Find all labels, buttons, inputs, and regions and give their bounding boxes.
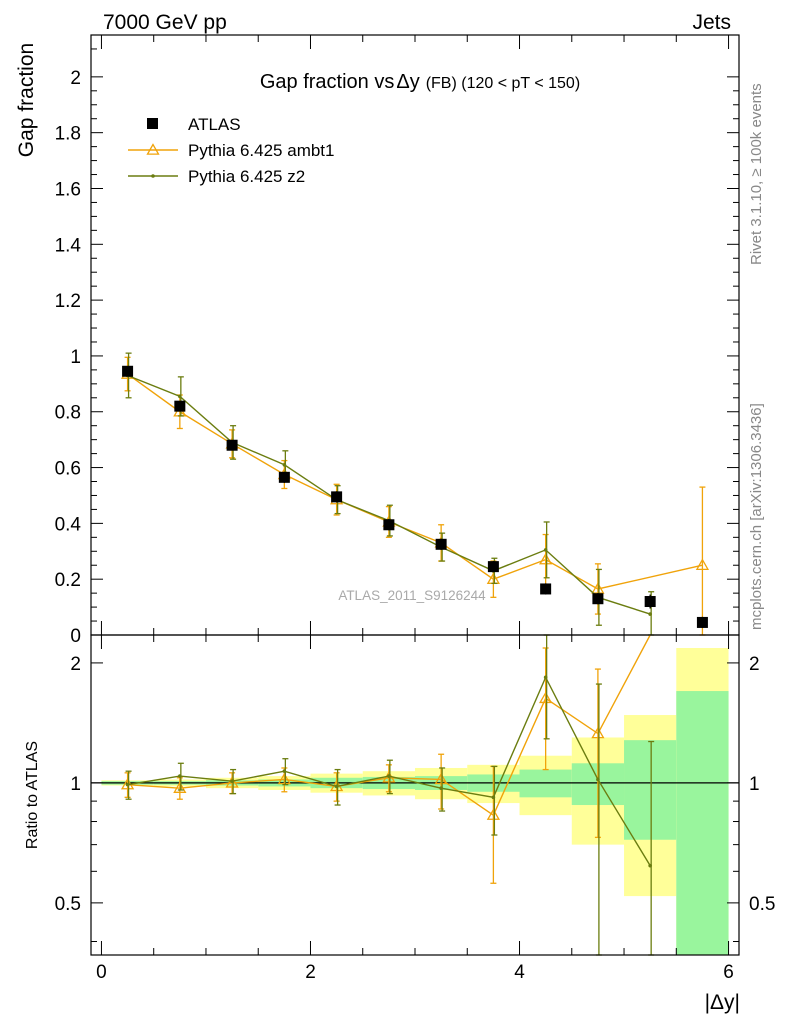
atlas-point: [696, 616, 708, 628]
legend-z2-marker: [151, 174, 155, 178]
ratio-z2-point: [387, 774, 391, 778]
ratio-marks: [120, 634, 655, 956]
header-right: Jets: [692, 11, 731, 34]
main-ytick-label: 1.2: [55, 291, 81, 312]
main-ytick-label: 1.6: [55, 179, 81, 200]
ratio-z2-point: [282, 769, 287, 773]
main-ytick-label: 1.8: [55, 124, 81, 145]
ratio-z2-point: [648, 863, 652, 868]
main-ytick-label: 1: [70, 347, 81, 368]
legend: ATLAS Pythia 6.425 ambt1 Pythia 6.425 z2: [128, 115, 334, 186]
watermark: ATLAS_2011_S9126244: [338, 588, 486, 603]
ratio-ytick-label: 1: [70, 774, 81, 795]
main-ytick-label: 0.6: [55, 459, 81, 480]
x-ticks: 0 2 4 6: [96, 35, 734, 983]
z2-point: [543, 548, 548, 552]
x-tick-label: 0: [96, 962, 107, 983]
ratio-z2-point: [230, 779, 234, 783]
atlas-point: [278, 471, 290, 483]
ratio-y-ticks: 0.5 0.5 1 1 2 2: [55, 654, 775, 943]
z2-point: [178, 394, 182, 399]
ratio-ambt1-point: [434, 772, 448, 785]
ratio-ytick-label-right: 1: [749, 774, 760, 795]
atlas-point: [226, 439, 238, 451]
atlas-point: [174, 400, 186, 412]
ratio-z2-point: [543, 675, 548, 680]
ratio-z2-point: [439, 786, 443, 790]
z2-line: [127, 374, 651, 615]
plot-title: Gap fraction vs Δy (FB) (120 < pT < 150): [260, 71, 580, 93]
ratio-ambt1-point: [277, 772, 291, 785]
ratio-ytick-label: 0.5: [55, 894, 81, 915]
ratio-ytick-label-right: 0.5: [749, 894, 775, 915]
atlas-point: [487, 561, 499, 573]
atlas-point: [540, 583, 552, 595]
ratio-ambt1-point: [173, 781, 187, 793]
ratio-z2-point: [334, 784, 339, 789]
ratio-ytick-label-right: 2: [749, 654, 760, 675]
x-axis-label: |Δy|: [705, 991, 740, 1014]
ratio-ytick-label: 2: [70, 654, 81, 675]
x-tick-label: 4: [514, 962, 525, 983]
title-delta: Δy: [396, 71, 419, 93]
title-main: Gap fraction vs: [260, 71, 395, 93]
stat-uncertainty-band: [676, 691, 729, 955]
atlas-point: [644, 596, 656, 608]
legend-label: Pythia 6.425 ambt1: [188, 141, 334, 160]
stat-uncertainty-band: [624, 740, 677, 840]
main-ytick-label: 0.2: [55, 570, 81, 591]
main-ytick-label: 0.4: [55, 514, 82, 535]
z2-point: [282, 462, 287, 467]
legend-label: ATLAS: [188, 115, 241, 134]
ambt1-line: [127, 373, 703, 590]
main-ytick-label: 2: [70, 68, 81, 89]
main-ytick-label: 1.4: [55, 235, 82, 256]
main-ytick-label: 0: [70, 626, 81, 647]
x-tick-label: 2: [305, 962, 316, 983]
ratio-z2-point: [178, 774, 182, 778]
atlas-point: [383, 519, 395, 531]
legend-ambt1-marker: [146, 143, 160, 155]
ratio-y-label: Ratio to ATLAS: [24, 741, 41, 849]
ratio-bands: [91, 647, 739, 955]
x-tick-label: 6: [723, 962, 734, 983]
ambt1-point: [695, 558, 710, 571]
main-y-label: Gap fraction: [15, 43, 38, 157]
ratio-ambt1-point: [486, 808, 501, 820]
atlas-point: [122, 365, 134, 377]
title-sub: (FB) (120 < pT < 150): [426, 75, 580, 92]
ratio-z2-point: [596, 777, 600, 782]
header-left: 7000 GeV pp: [103, 11, 227, 34]
atlas-point: [331, 491, 343, 503]
mcplots-label: mcplots.cern.ch [arXiv:1306.3436]: [748, 403, 765, 630]
main-ytick-label: 0.8: [55, 403, 81, 424]
main-y-ticks: 0 0.2 0.4 0.6 0.8 1 1.2 1.4 1.6 1.8 2: [55, 48, 739, 647]
ratio-panel: 0.5 0.5 1 1 2 2 0 2 4 6 Ratio to ATLAS |Δy|: [24, 35, 775, 1014]
atlas-point: [592, 593, 604, 605]
main-marks: [120, 352, 710, 636]
ratio-ambt1-point: [539, 691, 553, 704]
ratio-z2-point: [491, 795, 496, 800]
ambt1-point: [539, 552, 553, 565]
z2-point: [648, 612, 652, 616]
legend-atlas-marker: [147, 118, 158, 129]
ratio-ambt1-point: [225, 776, 239, 788]
legend-label: Pythia 6.425 z2: [188, 167, 305, 186]
atlas-point: [435, 538, 447, 550]
main-panel: 0 0.2 0.4 0.6 0.8 1 1.2 1.4 1.6 1.8 2 Gap fraction…: [15, 34, 740, 647]
ratio-ambt1-point: [591, 726, 605, 739]
ratio-z2-point: [125, 782, 130, 787]
rivet-label: Rivet 3.1.10, ≥ 100k events: [748, 83, 765, 265]
ambt1-point: [591, 582, 605, 594]
